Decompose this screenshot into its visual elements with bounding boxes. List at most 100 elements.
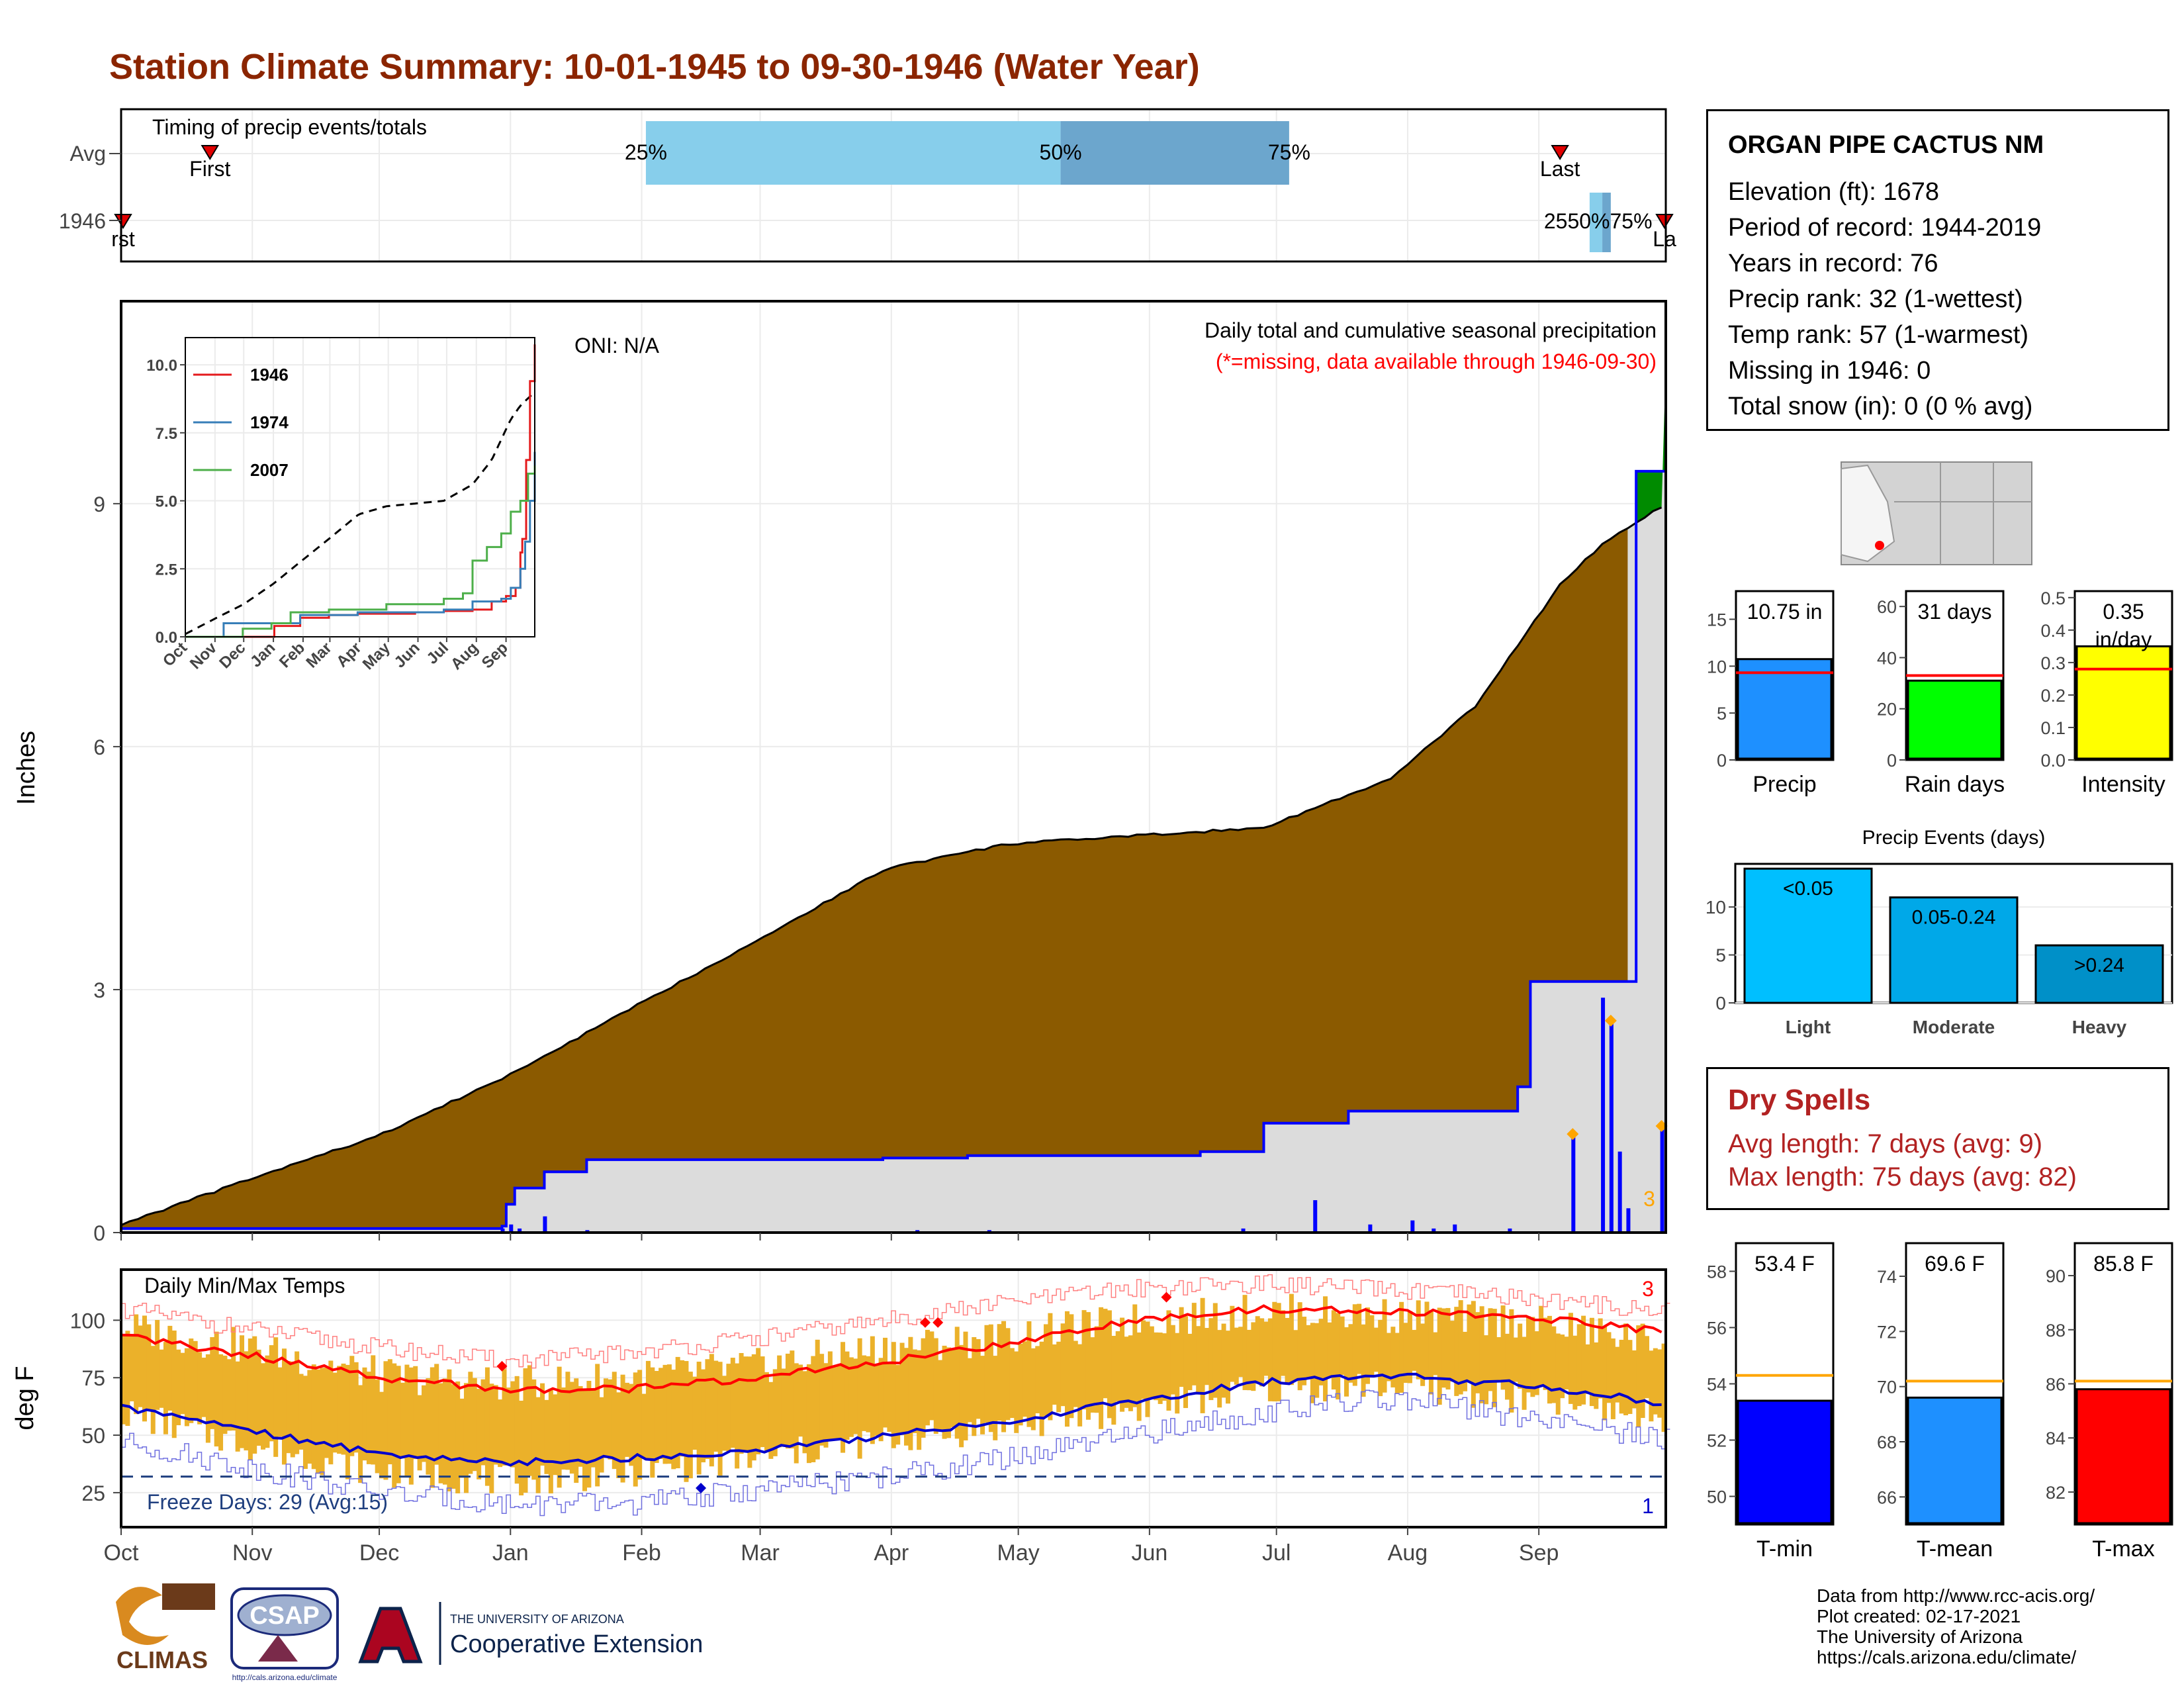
raindays-summary-ytick-label: 60 (1877, 597, 1897, 617)
inset-legend-label-1974: 1974 (250, 412, 289, 432)
daily-temp-bar (1547, 1315, 1552, 1404)
daily-temp-bar (739, 1352, 744, 1454)
daily-temp-bar (1162, 1333, 1167, 1401)
daily-temp-bar (1314, 1323, 1320, 1398)
daily-temp-bar (959, 1344, 964, 1448)
precip-summary-xlabel: Precip (1752, 772, 1816, 797)
record-max-line (121, 1274, 1670, 1369)
daily-temp-bar (214, 1331, 219, 1447)
tmean-summary-value-label: 69.6 F (1925, 1252, 1985, 1276)
precip-panel-border (120, 300, 1667, 1234)
temp-ytick-label: 25 (81, 1481, 105, 1505)
daily-temp-bar (895, 1364, 901, 1445)
raindays-summary-ytick-label: 20 (1877, 700, 1897, 720)
station-missing: Missing in 1946: 0 (1728, 357, 1931, 385)
daily-temp-bar (1403, 1323, 1408, 1383)
daily-precip-bar (1660, 1127, 1664, 1233)
daily-temp-bar (1416, 1300, 1421, 1380)
month-label-Sep: Sep (1519, 1540, 1559, 1566)
daily-temp-bar (866, 1356, 871, 1432)
daily-temp-bar (772, 1369, 778, 1456)
daily-temp-bar (967, 1358, 972, 1423)
tmax-summary-ytick-label: 90 (2046, 1266, 2066, 1286)
daily-temp-bar (616, 1392, 621, 1478)
daily-temp-bar (180, 1352, 185, 1415)
daily-temp-bar (586, 1381, 592, 1488)
daily-temp-bar (400, 1382, 406, 1459)
daily-temp-bar (1581, 1315, 1586, 1405)
daily-temp-bar (853, 1358, 858, 1434)
daily-temp-bar (1352, 1304, 1357, 1386)
daily-temp-bar (1044, 1324, 1048, 1416)
daily-temp-bar (1449, 1321, 1455, 1382)
daily-temp-bar (1251, 1322, 1256, 1391)
ua-logo-icon (358, 1607, 423, 1664)
daily-temp-bar (189, 1338, 194, 1423)
daily-temp-bar (878, 1358, 884, 1442)
avg-q75-label: 75% (1268, 140, 1310, 164)
daily-temp-bar (794, 1363, 799, 1464)
daily-temp-bar (290, 1361, 295, 1458)
daily-temp-bar (662, 1364, 668, 1464)
daily-temp-bar (1234, 1327, 1239, 1385)
daily-temp-bar (777, 1355, 782, 1448)
daily-precip-bar (518, 1228, 522, 1233)
daily-temp-bar (1488, 1308, 1493, 1391)
daily-temp-bar (451, 1384, 456, 1489)
daily-temp-bar (756, 1348, 761, 1455)
daily-temp-bar (502, 1369, 507, 1466)
daily-temp-bar (484, 1367, 490, 1486)
daily-temp-bar (1365, 1307, 1370, 1384)
daily-temp-bar (1077, 1344, 1083, 1427)
daily-temp-bar (121, 1335, 126, 1425)
ua-logo-big-text: Cooperative Extension (450, 1630, 703, 1658)
daily-temp-bar (705, 1359, 710, 1460)
daily-temp-bar (434, 1364, 439, 1465)
tmean-summary-xlabel: T-mean (1917, 1536, 1993, 1562)
daily-temp-bar (666, 1364, 672, 1464)
temp-title: Daily Min/Max Temps (144, 1274, 345, 1297)
daily-temp-bar (1136, 1332, 1142, 1421)
station-temp-rank: Temp rank: 57 (1-warmest) (1728, 321, 2029, 349)
daily-temp-bar (963, 1331, 968, 1440)
daily-temp-bar (1149, 1326, 1154, 1399)
daily-temp-bar (574, 1378, 579, 1483)
daily-temp-bar (298, 1374, 304, 1450)
daily-temp-bar (332, 1372, 338, 1453)
daily-precip-bar (1508, 1228, 1512, 1233)
daily-temp-bar (1230, 1305, 1235, 1382)
daily-temp-bar (1463, 1331, 1468, 1391)
month-label-Nov: Nov (232, 1540, 272, 1566)
daily-temp-bar (595, 1364, 600, 1487)
daily-precip-bar (1313, 1200, 1318, 1233)
daily-temp-bar (806, 1364, 811, 1464)
high-precip-marker (1567, 1128, 1579, 1141)
csap-logo-text: CSAP (250, 1602, 320, 1630)
station-years: Years in record: 76 (1728, 250, 1938, 277)
daily-precip-bar (500, 1228, 505, 1233)
daily-temp-bar (134, 1314, 139, 1415)
y1946-last-label: La (1653, 227, 1676, 251)
daily-temp-bar (650, 1367, 655, 1478)
daily-temp-bar (1099, 1307, 1104, 1429)
daily-precip-bar (1432, 1228, 1436, 1233)
daily-temp-bar (620, 1374, 625, 1483)
oni-label: ONI: N/A (574, 334, 660, 357)
avg-max-line (120, 1304, 1662, 1394)
daily-precip-bar (1453, 1224, 1457, 1233)
tmin-summary-ytick-label: 54 (1707, 1375, 1727, 1395)
precip-title: Daily total and cumulative seasonal prec… (1205, 318, 1657, 342)
record-min-line (121, 1389, 1670, 1517)
tmean-summary-ytick-label: 66 (1877, 1487, 1897, 1507)
daily-temp-bar (1615, 1346, 1620, 1403)
daily-temp-bar (523, 1368, 528, 1493)
daily-temp-bar (1030, 1348, 1036, 1430)
daily-temp-bar (1064, 1311, 1069, 1427)
daily-temp-bar (1492, 1309, 1497, 1407)
tmax-summary-ytick-label: 86 (2046, 1375, 2066, 1395)
daily-temp-bar (193, 1340, 198, 1420)
month-label-Oct: Oct (104, 1540, 139, 1566)
daily-temp-bar (1589, 1317, 1594, 1407)
daily-temp-bar (1323, 1296, 1328, 1402)
tmin-summary-ytick-label: 52 (1707, 1431, 1727, 1451)
